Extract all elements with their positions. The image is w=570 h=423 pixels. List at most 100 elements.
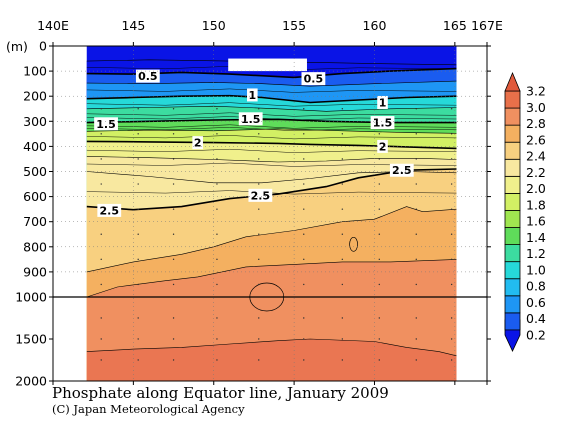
sample-dot (415, 283, 417, 286)
x-axis-ticks: 140E 145 150 155 160 165 167E (37, 18, 503, 385)
sample-dot (137, 233, 139, 235)
sample-dot (415, 338, 417, 340)
colorbar-swatch (504, 210, 521, 228)
contour-label-bg (247, 88, 258, 102)
y-tick-label: 700 (23, 214, 47, 229)
contour-label-text: 2 (194, 137, 202, 150)
band-deep-patch (86, 339, 457, 381)
sample-dot (100, 258, 102, 261)
contour-2.8-12 (86, 259, 457, 298)
colorbar-tick-label: 0.8 (526, 279, 546, 294)
sample-dot (137, 108, 139, 110)
x-tick-label: 150 (202, 18, 226, 33)
sample-dot (303, 258, 305, 261)
contour-1.2-4 (86, 105, 457, 112)
sample-dot (450, 233, 453, 235)
sample-dot (172, 158, 175, 160)
sample-dot (378, 183, 381, 185)
contour-label-bg (192, 136, 203, 150)
colorbar-tick-label: 0.2 (526, 328, 546, 343)
sample-dot (341, 158, 344, 160)
sample-dot (100, 108, 102, 110)
contour-label-2: 1 (247, 88, 258, 102)
sample-dot (341, 283, 344, 286)
contour-minor-2 (86, 102, 457, 107)
contour-label-bg (389, 163, 414, 177)
contour-label-8: 2 (377, 139, 388, 153)
grid-dots (100, 108, 453, 361)
sample-dot (450, 133, 453, 135)
sample-dot (258, 283, 260, 286)
y-tick-label: 300 (23, 114, 47, 129)
y-axis-ticks: 0 100 200 300 400 500 600 700 800 900 1000 1500 2000 (15, 39, 491, 389)
colorbar-swatch (504, 312, 521, 331)
contour-label-5: 1.5 (238, 112, 263, 126)
contour-minor-8 (86, 148, 457, 153)
missing-data-box (228, 58, 307, 72)
sample-dot (258, 108, 260, 110)
sample-dot (137, 359, 139, 361)
sample-dot (216, 183, 218, 185)
sample-dot (450, 108, 453, 110)
sample-dot (378, 208, 381, 210)
sample-dot (303, 283, 305, 286)
colorbar-tick-label: 1.4 (526, 230, 546, 245)
sample-dot (450, 183, 453, 185)
contour-label-1: 0.5 (301, 72, 326, 86)
sample-dot (450, 317, 453, 319)
plot-border (52, 45, 488, 382)
sample-dot (303, 338, 305, 340)
sample-dot (415, 183, 417, 185)
contour-1-3 (86, 94, 457, 104)
sample-dot (100, 283, 102, 286)
sample-dot (415, 233, 417, 235)
sample-dot (137, 208, 139, 210)
sample-dot (341, 133, 344, 135)
sample-dot (378, 338, 381, 340)
colorbar-tick-label: 2.4 (526, 149, 546, 164)
contour-label-bg (135, 69, 160, 83)
sample-dot (341, 317, 344, 319)
sample-dot (216, 233, 218, 235)
colorbar-tick-label: 2.2 (526, 165, 546, 180)
colorbar: 0.2 0.40.60.8 1.01.21.41.6 1.82.02.22.4 2.62… (504, 71, 546, 352)
contour-label-11: 2.5 (97, 203, 122, 217)
y-tick-label: 1000 (15, 290, 47, 305)
sample-dot (258, 359, 260, 361)
sample-dot (303, 208, 305, 210)
sample-dot (303, 317, 305, 319)
contour-labels: 0.5 0.5 1 1 1.5 1.5 1.5 2 2 2.5 2.5 2.5 (94, 69, 414, 217)
contour-label-text: 0.5 (138, 70, 158, 83)
sample-dot (100, 233, 102, 235)
sample-dot (303, 108, 305, 110)
y-axis-unit-label: (m) (6, 39, 28, 54)
contour-label-text: 1.5 (96, 118, 116, 131)
sample-dot (100, 338, 102, 340)
sample-dot (137, 133, 139, 135)
sample-dot (415, 158, 417, 160)
sample-dot (100, 133, 102, 135)
sample-dot (216, 359, 218, 361)
contour-label-text: 0.5 (304, 73, 324, 86)
sample-dot (137, 258, 139, 261)
sample-dot (100, 359, 102, 361)
sample-dot (172, 183, 175, 185)
contour-label-10: 2.5 (248, 188, 273, 202)
contour-label-text: 1.5 (373, 117, 393, 130)
sample-dot (216, 258, 218, 261)
sample-dot (258, 338, 260, 340)
credit-text: (C) Japan Meteorological Agency (52, 402, 245, 416)
contour-label-text: 1 (379, 96, 387, 109)
colorbar-swatch (504, 295, 521, 314)
sample-dot (216, 158, 218, 160)
colorbar-swatch (504, 261, 521, 280)
contour-closed-790m (349, 236, 358, 252)
sample-dot (450, 359, 453, 361)
sample-dot (258, 158, 260, 160)
contour-label-bg (94, 117, 118, 131)
sample-dot (172, 283, 175, 286)
contour-minor-1 (86, 88, 457, 93)
sample-dot (303, 133, 305, 135)
contour-minor-9 (86, 162, 457, 167)
sample-dot (258, 133, 260, 135)
